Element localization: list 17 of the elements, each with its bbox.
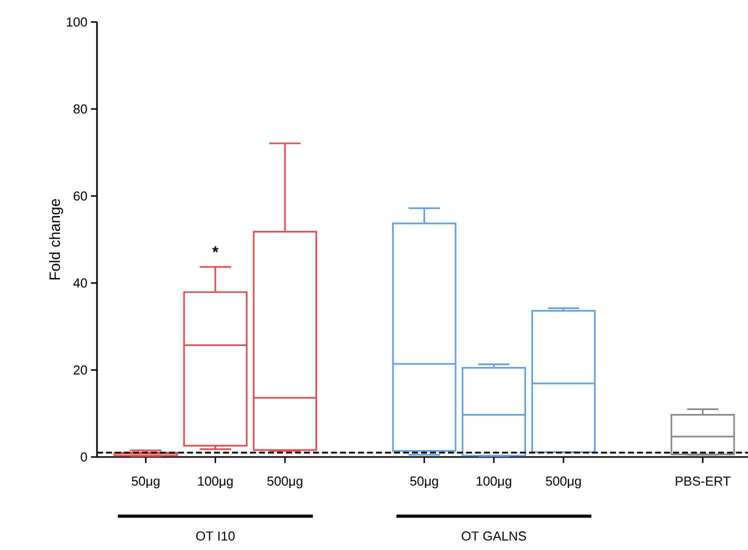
y-tick-label: 0	[80, 452, 87, 462]
y-axis-title: Fold change	[49, 199, 64, 280]
y-tick-label: 20	[74, 365, 87, 375]
x-tick-label: 500μg	[546, 476, 581, 488]
text: OT I10	[196, 531, 235, 541]
x-tick-label: 50μg	[132, 476, 160, 488]
x-tick-label: 100μg	[476, 476, 512, 488]
x-tick-label: PBS-ERT	[676, 476, 730, 486]
annotation: *	[212, 246, 218, 252]
y-tick-label: 100	[66, 17, 87, 27]
y-tick-label: 80	[74, 104, 87, 114]
y-tick-label: 60	[74, 191, 87, 201]
x-tick-label: 500μg	[267, 476, 302, 488]
text: OT GALNS	[462, 531, 526, 541]
y-tick-label: 40	[73, 278, 87, 288]
x-tick-label: 50μg	[410, 476, 438, 488]
x-tick-label: 100μg	[198, 476, 233, 488]
